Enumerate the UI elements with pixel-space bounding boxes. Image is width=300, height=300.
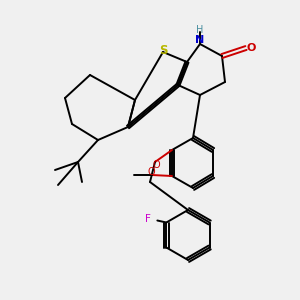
Text: O: O	[246, 43, 256, 53]
Text: N: N	[195, 35, 205, 45]
Text: F: F	[146, 214, 151, 224]
Text: H: H	[196, 25, 204, 35]
Text: O: O	[147, 167, 155, 177]
Text: S: S	[159, 44, 167, 58]
Text: O: O	[152, 160, 160, 170]
